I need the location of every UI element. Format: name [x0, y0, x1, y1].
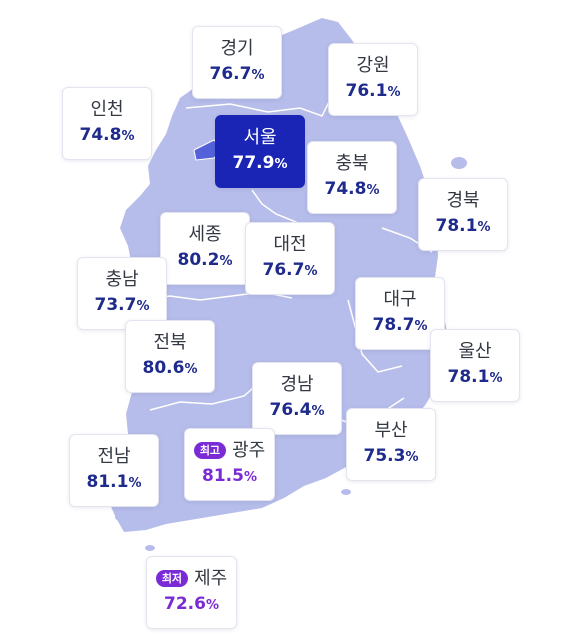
region-name: 최저 제주	[155, 568, 227, 590]
region-name: 울산	[458, 340, 492, 362]
region-card-daejeon[interactable]: 대전 76.7%	[245, 222, 335, 295]
region-name: 대구	[383, 288, 417, 310]
region-name: 대전	[273, 233, 307, 255]
region-value: 77.9%	[232, 152, 288, 173]
region-value: 78.7%	[372, 314, 428, 335]
region-name: 최고 광주	[193, 440, 265, 462]
region-card-ulsan[interactable]: 울산 78.1%	[430, 329, 520, 402]
region-name: 부산	[374, 419, 408, 441]
region-name: 서울	[243, 126, 277, 148]
region-card-gangwon[interactable]: 강원 76.1%	[328, 43, 418, 116]
region-name: 강원	[356, 54, 390, 76]
region-name: 충남	[105, 268, 139, 290]
region-name: 경기	[220, 37, 254, 59]
region-value: 81.5%	[202, 465, 257, 486]
region-name: 인천	[90, 98, 124, 120]
region-card-jeonbuk[interactable]: 전북 80.6%	[125, 320, 215, 393]
region-name: 세종	[188, 223, 222, 245]
lowest-badge: 최저	[155, 570, 189, 587]
region-value: 76.7%	[262, 259, 318, 280]
region-value: 81.1%	[86, 471, 142, 492]
region-value: 80.2%	[177, 249, 233, 270]
region-card-jeonnam[interactable]: 전남 81.1%	[69, 434, 159, 507]
region-card-gyeongbuk[interactable]: 경북 78.1%	[418, 178, 508, 251]
region-card-gwangju[interactable]: 최고 광주 81.5%	[184, 428, 275, 501]
region-card-chungbuk[interactable]: 충북 74.8%	[307, 141, 397, 214]
region-value: 75.3%	[363, 445, 419, 466]
region-name: 전남	[97, 445, 131, 467]
region-value: 74.8%	[324, 178, 380, 199]
region-value: 74.8%	[79, 124, 135, 145]
region-card-incheon[interactable]: 인천 74.8%	[62, 87, 152, 160]
region-card-seoul[interactable]: 서울 77.9%	[215, 115, 305, 188]
region-card-gyeongnam[interactable]: 경남 76.4%	[252, 362, 342, 435]
region-value: 78.1%	[435, 215, 491, 236]
region-name: 경남	[280, 373, 314, 395]
region-value: 72.6%	[164, 593, 219, 614]
region-value: 76.1%	[345, 80, 401, 101]
region-card-sejong[interactable]: 세종 80.2%	[160, 212, 250, 285]
region-card-jeju[interactable]: 최저 제주 72.6%	[146, 556, 237, 629]
region-card-chungnam[interactable]: 충남 73.7%	[77, 257, 167, 330]
region-card-gyeonggi[interactable]: 경기 76.7%	[192, 26, 282, 99]
region-value: 76.4%	[269, 399, 325, 420]
region-name: 전북	[153, 331, 187, 353]
region-value: 73.7%	[94, 294, 150, 315]
region-value: 80.6%	[142, 357, 198, 378]
region-value: 76.7%	[209, 63, 265, 84]
region-value: 78.1%	[447, 366, 503, 387]
region-card-daegu[interactable]: 대구 78.7%	[355, 277, 445, 350]
region-name: 경북	[446, 189, 480, 211]
region-name: 충북	[335, 152, 369, 174]
highest-badge: 최고	[193, 442, 227, 459]
region-card-busan[interactable]: 부산 75.3%	[346, 408, 436, 481]
